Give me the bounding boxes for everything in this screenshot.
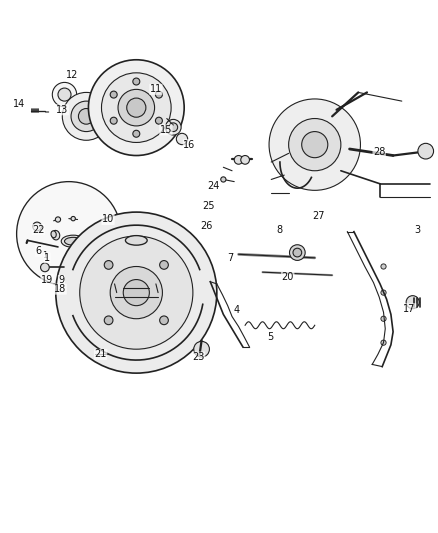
Circle shape (88, 60, 184, 156)
Text: 25: 25 (202, 200, 214, 211)
Text: 5: 5 (267, 332, 273, 342)
Circle shape (71, 101, 102, 132)
Text: 1: 1 (42, 251, 48, 260)
Circle shape (269, 99, 360, 190)
Text: 1: 1 (44, 253, 50, 263)
Circle shape (58, 88, 71, 101)
Circle shape (289, 118, 341, 171)
Circle shape (381, 316, 386, 321)
Circle shape (160, 316, 168, 325)
Circle shape (381, 290, 386, 295)
Text: 4: 4 (233, 305, 240, 315)
Text: 24: 24 (208, 181, 220, 191)
Circle shape (406, 296, 419, 309)
Text: 13: 13 (56, 105, 68, 115)
Circle shape (418, 143, 434, 159)
Circle shape (110, 117, 117, 124)
Circle shape (80, 236, 193, 349)
Circle shape (194, 341, 209, 357)
Circle shape (381, 264, 386, 269)
Circle shape (127, 98, 146, 117)
Ellipse shape (52, 230, 60, 240)
Circle shape (110, 91, 117, 98)
Circle shape (166, 119, 181, 135)
Text: 27: 27 (312, 212, 325, 221)
Circle shape (33, 222, 42, 231)
Circle shape (52, 83, 77, 107)
Circle shape (169, 123, 178, 132)
Circle shape (155, 117, 162, 124)
Circle shape (110, 266, 162, 319)
Text: 17: 17 (403, 304, 416, 314)
Circle shape (381, 340, 386, 345)
Text: 26: 26 (200, 221, 212, 231)
Circle shape (241, 156, 250, 164)
Circle shape (290, 245, 305, 261)
Circle shape (123, 279, 149, 305)
Circle shape (78, 109, 94, 124)
Text: 11: 11 (150, 84, 162, 94)
Circle shape (160, 261, 168, 269)
Circle shape (71, 216, 75, 221)
Text: 18: 18 (54, 284, 66, 294)
Circle shape (104, 261, 113, 269)
Ellipse shape (64, 237, 82, 245)
Text: 16: 16 (183, 140, 195, 150)
Circle shape (293, 248, 302, 257)
Circle shape (56, 212, 217, 373)
Text: 12: 12 (66, 70, 78, 80)
Circle shape (155, 91, 162, 98)
Polygon shape (95, 350, 108, 356)
Text: 7: 7 (227, 253, 233, 263)
Text: 23: 23 (192, 352, 205, 362)
Circle shape (133, 130, 140, 137)
Circle shape (302, 132, 328, 158)
Text: 15: 15 (160, 125, 172, 135)
Text: 20: 20 (282, 272, 294, 282)
Text: 3: 3 (414, 224, 420, 235)
Text: 6: 6 (35, 246, 42, 256)
Text: 9: 9 (58, 276, 64, 286)
Text: 21: 21 (95, 350, 107, 359)
Circle shape (104, 316, 113, 325)
Circle shape (177, 133, 187, 144)
Circle shape (41, 263, 49, 272)
Ellipse shape (51, 231, 56, 238)
Circle shape (234, 156, 243, 164)
Ellipse shape (61, 235, 85, 247)
Circle shape (221, 177, 226, 182)
Circle shape (133, 78, 140, 85)
Circle shape (118, 90, 155, 126)
Text: 19: 19 (41, 274, 53, 285)
Circle shape (55, 217, 60, 222)
Circle shape (62, 92, 110, 140)
Text: 22: 22 (32, 224, 45, 235)
Circle shape (17, 182, 121, 286)
Text: 28: 28 (373, 147, 385, 157)
Text: 8: 8 (277, 224, 283, 235)
Text: 14: 14 (13, 99, 25, 109)
Circle shape (102, 73, 171, 142)
Ellipse shape (125, 236, 147, 245)
Text: 10: 10 (102, 214, 114, 224)
